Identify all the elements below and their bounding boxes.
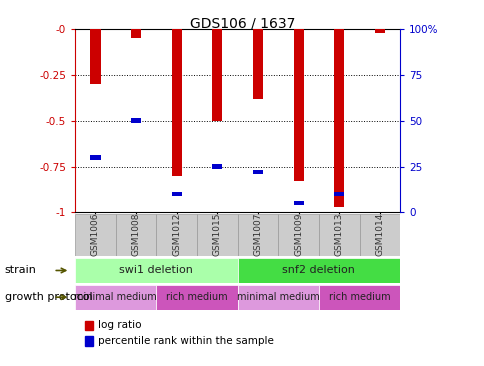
Text: growth protocol: growth protocol — [5, 292, 92, 302]
Bar — [75, 285, 156, 310]
Bar — [212, 164, 222, 169]
Text: GDS106 / 1637: GDS106 / 1637 — [189, 16, 295, 30]
Bar — [237, 258, 399, 283]
Bar — [75, 258, 237, 283]
Text: GSM1015: GSM1015 — [212, 213, 221, 256]
Bar — [318, 214, 359, 256]
Text: GSM1014: GSM1014 — [375, 213, 383, 256]
Bar — [171, 29, 182, 176]
Bar — [333, 29, 344, 207]
Bar — [237, 214, 278, 256]
Bar — [293, 29, 303, 181]
Bar — [131, 119, 141, 123]
Text: GSM1012: GSM1012 — [172, 213, 181, 256]
Bar — [156, 285, 237, 310]
Text: GSM1007: GSM1007 — [253, 213, 262, 256]
Bar — [237, 285, 318, 310]
Bar — [252, 29, 262, 99]
Bar — [116, 214, 156, 256]
Bar — [131, 29, 141, 38]
Bar — [318, 285, 399, 310]
Bar — [156, 214, 197, 256]
Bar — [90, 29, 100, 84]
Text: minimal medium: minimal medium — [74, 292, 157, 302]
Text: GSM1006: GSM1006 — [91, 213, 100, 256]
Bar — [197, 214, 237, 256]
Text: log ratio: log ratio — [98, 320, 142, 330]
Text: swi1 deletion: swi1 deletion — [119, 265, 193, 276]
Text: snf2 deletion: snf2 deletion — [282, 265, 355, 276]
Text: GSM1009: GSM1009 — [293, 213, 302, 256]
Bar — [85, 336, 92, 346]
Bar — [374, 29, 384, 33]
Text: strain: strain — [5, 265, 37, 276]
Bar — [293, 201, 303, 205]
Text: percentile rank within the sample: percentile rank within the sample — [98, 336, 274, 346]
Text: rich medium: rich medium — [328, 292, 390, 302]
Text: GSM1013: GSM1013 — [334, 213, 343, 256]
Bar — [171, 192, 182, 196]
Text: GSM1008: GSM1008 — [131, 213, 140, 256]
Bar — [90, 155, 100, 160]
Bar — [252, 170, 262, 174]
Bar — [359, 214, 399, 256]
Bar — [278, 214, 318, 256]
Bar — [333, 192, 344, 196]
Text: rich medium: rich medium — [166, 292, 227, 302]
Bar — [85, 321, 92, 330]
Bar — [212, 29, 222, 121]
Bar — [75, 214, 116, 256]
Text: minimal medium: minimal medium — [236, 292, 319, 302]
